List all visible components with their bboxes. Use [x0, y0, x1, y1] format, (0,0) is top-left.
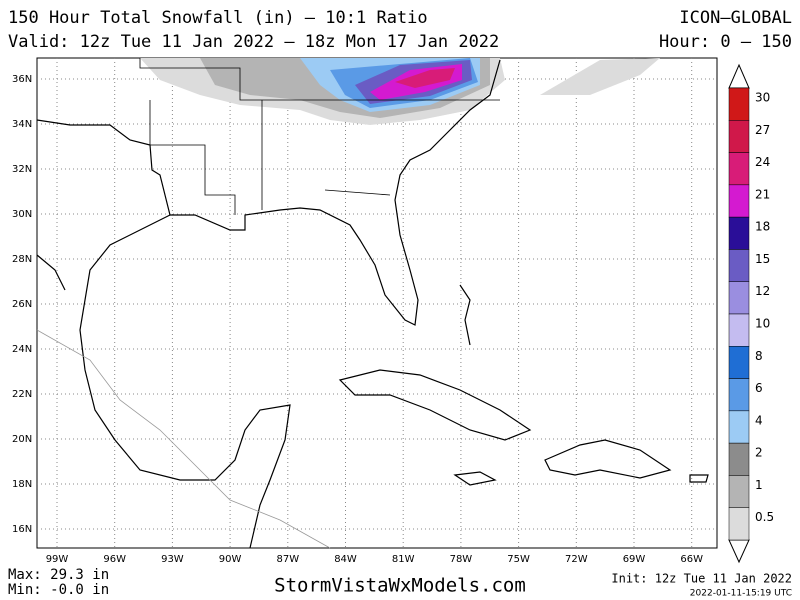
legend-swatch — [728, 410, 750, 444]
gulf-coastline — [79, 214, 291, 549]
state-border — [324, 189, 391, 196]
legend-label: 10 — [755, 317, 770, 331]
legend-swatch — [728, 120, 750, 153]
model-name: ICON–GLOBAL — [679, 8, 792, 28]
lon-label: 90W — [219, 554, 242, 565]
legend-swatch — [728, 475, 750, 508]
legend-swatch — [728, 442, 750, 476]
lat-label: 32N — [12, 164, 32, 175]
legend-label: 6 — [755, 381, 763, 395]
legend-swatch — [728, 507, 750, 541]
valid-time: Valid: 12z Tue 11 Jan 2022 – 18z Mon 17 … — [8, 32, 499, 52]
legend-label: 18 — [755, 220, 770, 234]
state-border — [149, 100, 236, 215]
lat-label: 18N — [12, 479, 32, 490]
map-frame — [36, 57, 718, 549]
title: 150 Hour Total Snowfall (in) – 10:1 Rati… — [8, 8, 428, 28]
lon-label: 69W — [623, 554, 646, 565]
us-coastline — [36, 59, 501, 326]
puerto-rico — [689, 474, 709, 483]
legend-swatch — [728, 378, 750, 412]
legend-label: 2 — [755, 446, 763, 460]
max-value: Max: 29.3 in — [8, 567, 109, 583]
legend-swatch — [728, 313, 750, 347]
lat-label: 24N — [12, 344, 32, 355]
legend-swatch — [728, 152, 750, 186]
legend-label: 15 — [755, 252, 770, 266]
lon-label: 75W — [507, 554, 530, 565]
timestamp: 2022-01-11-15:19 UTC — [690, 589, 792, 599]
lon-label: 81W — [392, 554, 415, 565]
lat-label: 30N — [12, 209, 32, 220]
legend-swatch — [728, 249, 750, 282]
lat-label: 36N — [12, 74, 32, 85]
legend-arrow-bottom — [728, 539, 750, 564]
min-value: Min: -0.0 in — [8, 582, 109, 598]
lon-label: 78W — [450, 554, 473, 565]
legend-swatch — [728, 184, 750, 218]
legend-swatch — [728, 87, 750, 121]
state-border — [139, 58, 500, 101]
grid — [37, 58, 717, 548]
lon-label: 84W — [334, 554, 357, 565]
lat-label: 20N — [12, 434, 32, 445]
lat-label: 26N — [12, 299, 32, 310]
jamaica — [453, 471, 497, 486]
legend-swatch — [728, 346, 750, 379]
snow-24 — [395, 68, 455, 88]
bahamas — [459, 284, 471, 346]
lon-label: 72W — [565, 554, 588, 565]
legend-label: 27 — [755, 123, 770, 137]
country-border — [36, 329, 331, 549]
pacific-coast — [36, 254, 66, 291]
lat-label: 16N — [12, 524, 32, 535]
lat-label: 28N — [12, 254, 32, 265]
lon-label: 87W — [276, 554, 299, 565]
legend-label: 30 — [755, 91, 770, 105]
hispaniola — [544, 439, 672, 479]
legend-label: 21 — [755, 187, 770, 201]
legend-swatch — [728, 281, 750, 315]
legend-label: 4 — [755, 413, 763, 427]
lon-label: 93W — [161, 554, 184, 565]
legend-label: 8 — [755, 349, 763, 363]
lon-label: 99W — [46, 554, 69, 565]
legend-label: 24 — [755, 155, 770, 169]
legend-label: 1 — [755, 478, 763, 492]
lon-label: 66W — [680, 554, 703, 565]
legend-swatch — [728, 216, 750, 250]
legend-label: 0.5 — [755, 510, 774, 524]
lat-label: 22N — [12, 389, 32, 400]
site-name: StormVistaWxModels.com — [274, 575, 526, 597]
init-time: Init: 12z Tue 11 Jan 2022 — [611, 572, 792, 586]
lon-label: 96W — [103, 554, 126, 565]
map — [36, 57, 718, 549]
lat-label: 34N — [12, 119, 32, 130]
legend-label: 12 — [755, 284, 770, 298]
cuba — [338, 369, 532, 441]
legend-arrow-top — [728, 63, 750, 89]
snow-0.5-offshore — [540, 58, 660, 95]
forecast-hours: Hour: 0 – 150 — [659, 32, 792, 52]
